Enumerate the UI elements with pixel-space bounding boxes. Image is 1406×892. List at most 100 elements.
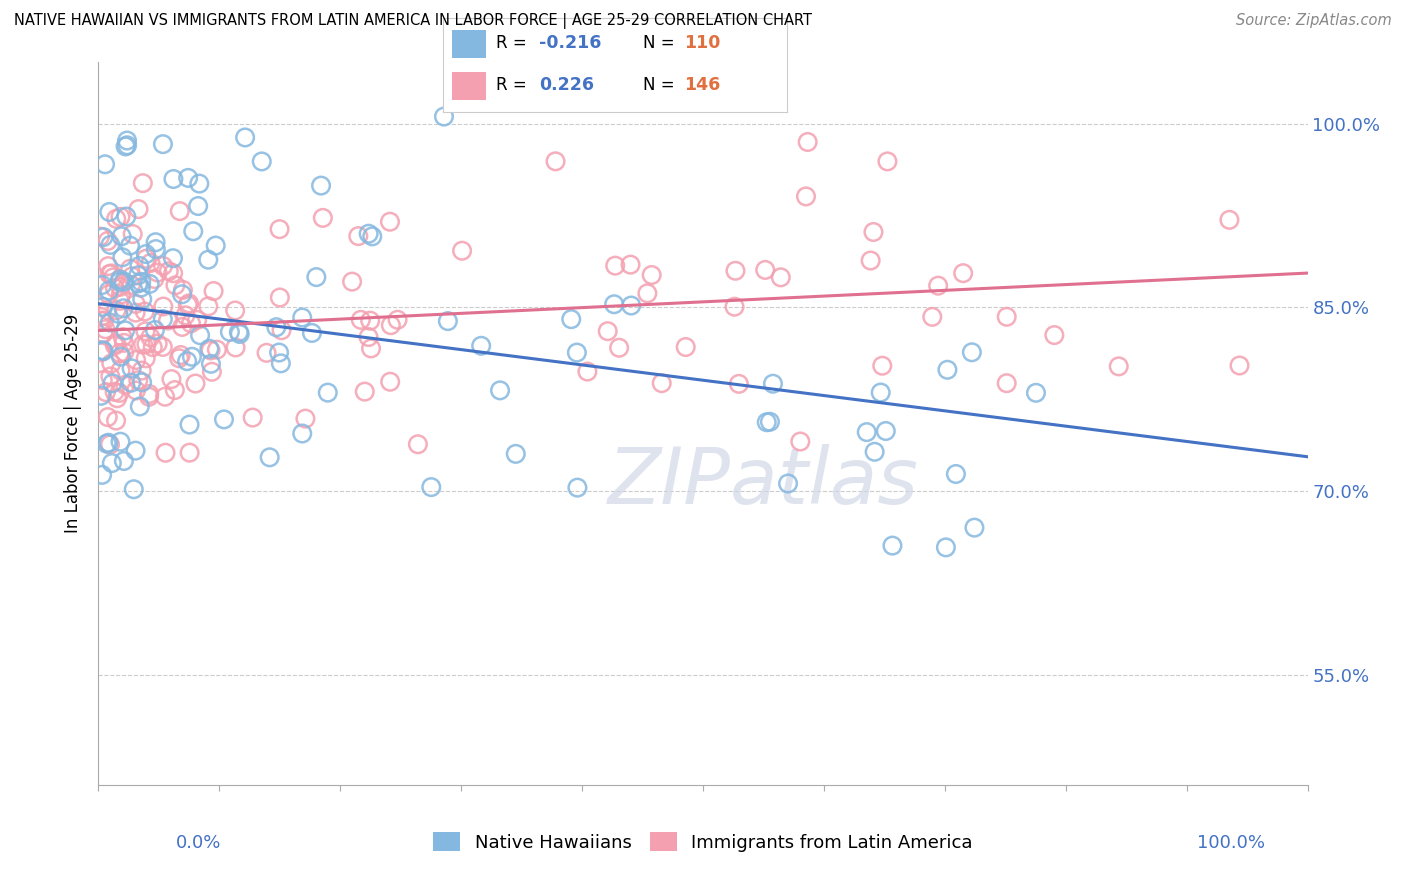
Point xyxy=(202,284,225,298)
Point xyxy=(350,313,373,327)
Point xyxy=(125,353,148,368)
Point xyxy=(152,300,174,314)
Point xyxy=(145,242,167,256)
Point xyxy=(139,330,162,344)
Point xyxy=(112,454,135,468)
Point xyxy=(93,344,115,359)
Point xyxy=(229,326,252,341)
Point xyxy=(451,244,474,258)
Text: -0.216: -0.216 xyxy=(540,34,602,52)
Point xyxy=(242,410,264,425)
Point xyxy=(108,346,131,360)
Point xyxy=(108,293,131,308)
Point xyxy=(406,437,429,451)
Point xyxy=(146,336,169,351)
Point xyxy=(152,259,174,273)
Point xyxy=(108,386,131,401)
Point xyxy=(935,541,957,555)
Point xyxy=(101,270,124,285)
Point xyxy=(127,373,149,387)
Point xyxy=(259,450,281,465)
Point xyxy=(378,215,401,229)
Point xyxy=(357,227,380,241)
Text: R =: R = xyxy=(496,34,533,52)
Point xyxy=(105,303,128,318)
Point xyxy=(353,384,375,399)
Point xyxy=(104,281,127,295)
Point xyxy=(112,275,135,289)
Point xyxy=(112,335,135,350)
Point xyxy=(108,275,131,289)
Point xyxy=(125,384,148,398)
Point xyxy=(921,310,943,324)
Point xyxy=(135,351,157,366)
Point xyxy=(167,351,190,366)
Point xyxy=(163,383,186,397)
Point xyxy=(131,363,153,377)
Point xyxy=(122,482,145,496)
Point xyxy=(995,310,1018,324)
Point xyxy=(357,330,380,344)
Point xyxy=(143,272,166,286)
Point xyxy=(863,444,886,458)
Point xyxy=(176,354,198,368)
Point xyxy=(112,345,135,359)
Point xyxy=(94,322,117,336)
Point xyxy=(114,139,136,153)
Text: R =: R = xyxy=(496,77,533,95)
Point xyxy=(93,326,115,341)
Point xyxy=(135,337,157,351)
Point xyxy=(776,476,799,491)
Point xyxy=(172,283,194,297)
Point xyxy=(960,345,983,359)
Point xyxy=(146,266,169,280)
Point xyxy=(267,345,290,359)
Point xyxy=(118,238,141,252)
Point xyxy=(90,345,112,359)
Point xyxy=(129,275,152,289)
Point xyxy=(294,411,316,425)
Point xyxy=(945,467,967,481)
Point xyxy=(762,376,785,391)
Point xyxy=(181,224,204,238)
Point xyxy=(360,342,382,356)
Point xyxy=(1218,212,1240,227)
Point xyxy=(380,318,402,333)
Point xyxy=(188,328,211,343)
Text: N =: N = xyxy=(643,34,679,52)
Point xyxy=(111,250,134,264)
Point xyxy=(433,110,456,124)
Point xyxy=(98,369,121,384)
Point xyxy=(875,424,897,438)
Point xyxy=(723,300,745,314)
Point xyxy=(100,356,122,370)
Point xyxy=(619,258,641,272)
Point xyxy=(170,348,193,362)
Point xyxy=(107,307,129,321)
Point xyxy=(266,320,288,334)
Point xyxy=(567,481,589,495)
FancyBboxPatch shape xyxy=(451,30,486,58)
Point xyxy=(305,270,328,285)
Point xyxy=(97,284,120,298)
Point xyxy=(105,391,128,405)
Point xyxy=(359,314,381,328)
Point xyxy=(387,312,409,326)
Point xyxy=(120,277,142,292)
Point xyxy=(121,227,143,241)
Point xyxy=(105,336,128,351)
Point xyxy=(605,259,627,273)
Point xyxy=(361,229,384,244)
Point xyxy=(177,298,200,312)
Point xyxy=(94,157,117,171)
Point xyxy=(312,211,335,225)
Point xyxy=(132,337,155,351)
Point xyxy=(219,325,242,339)
Point xyxy=(437,314,460,328)
Text: Source: ZipAtlas.com: Source: ZipAtlas.com xyxy=(1236,13,1392,29)
Point xyxy=(127,202,149,216)
Point xyxy=(796,135,818,149)
FancyBboxPatch shape xyxy=(451,72,486,100)
Point xyxy=(952,266,974,280)
Point xyxy=(420,480,443,494)
